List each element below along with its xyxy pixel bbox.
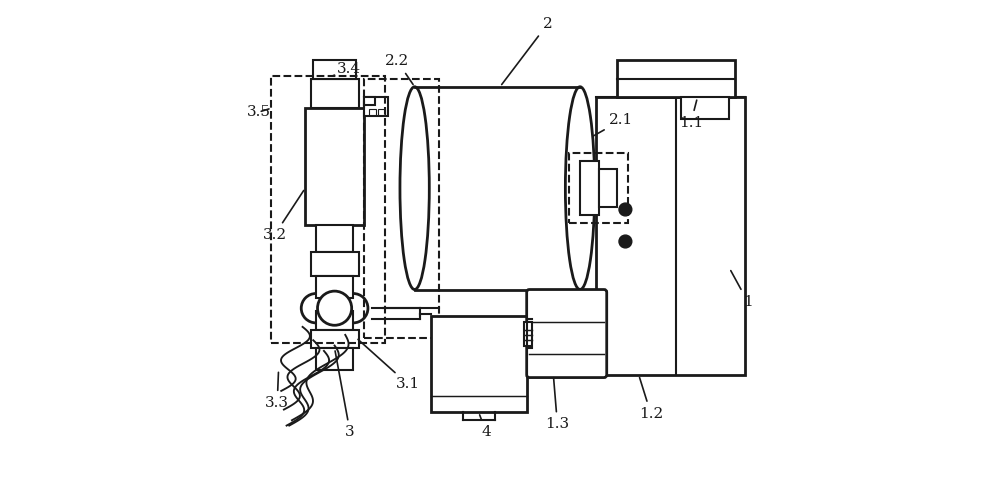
- Bar: [316, 311, 353, 329]
- Bar: [313, 60, 356, 79]
- Bar: [364, 79, 439, 338]
- Bar: [364, 98, 388, 116]
- Polygon shape: [415, 87, 580, 289]
- Text: 4: 4: [480, 415, 491, 439]
- Bar: [364, 98, 375, 105]
- Text: 2.1: 2.1: [593, 113, 634, 136]
- Text: 1.1: 1.1: [679, 100, 703, 130]
- Bar: [580, 161, 599, 215]
- Bar: [369, 109, 376, 114]
- Text: 3.5: 3.5: [247, 105, 271, 119]
- Text: 3: 3: [335, 351, 355, 439]
- Bar: [271, 76, 385, 343]
- Text: 2: 2: [502, 17, 552, 85]
- FancyBboxPatch shape: [527, 289, 607, 378]
- Bar: [378, 109, 385, 114]
- Text: 1.2: 1.2: [639, 378, 663, 421]
- Text: 2.2: 2.2: [385, 55, 413, 85]
- Circle shape: [619, 203, 632, 216]
- Bar: [311, 329, 359, 348]
- Circle shape: [318, 291, 352, 325]
- Bar: [431, 316, 527, 412]
- Text: 3.1: 3.1: [358, 340, 420, 391]
- Bar: [596, 98, 745, 375]
- Text: 1: 1: [731, 270, 753, 309]
- Bar: [316, 226, 353, 252]
- Bar: [524, 322, 532, 345]
- Bar: [569, 154, 628, 223]
- Bar: [316, 276, 353, 298]
- Bar: [311, 252, 359, 276]
- Text: 3.3: 3.3: [265, 372, 289, 410]
- Text: 3.4: 3.4: [332, 62, 361, 76]
- Bar: [316, 348, 353, 369]
- Bar: [681, 98, 729, 119]
- Bar: [617, 60, 735, 98]
- Bar: [311, 79, 359, 108]
- Text: 3.2: 3.2: [263, 190, 304, 242]
- Circle shape: [619, 235, 632, 248]
- Bar: [305, 108, 364, 226]
- Bar: [599, 170, 617, 207]
- Text: 1.3: 1.3: [545, 378, 569, 431]
